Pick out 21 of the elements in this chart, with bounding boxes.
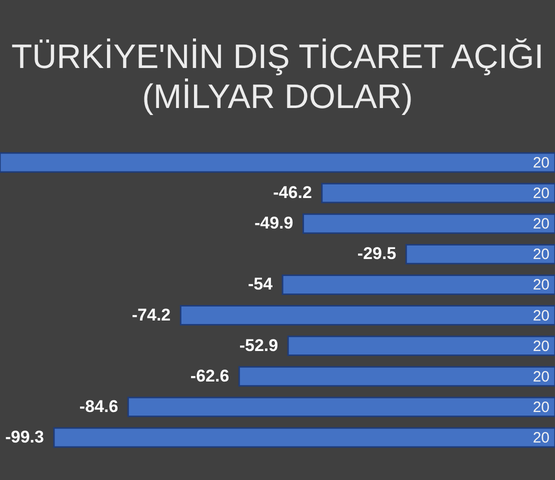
y-tick-label: 20 xyxy=(532,246,550,264)
y-tick-label: 20 xyxy=(532,216,550,233)
data-label: -49.9 xyxy=(254,214,294,233)
data-label: -29.5 xyxy=(357,244,396,264)
y-tick-label: 20 xyxy=(532,368,550,386)
data-label: -74.2 xyxy=(132,305,171,324)
data-label: -52.9 xyxy=(239,336,278,355)
y-tick-label: 20 xyxy=(532,398,550,416)
data-label: -84.6 xyxy=(79,396,118,416)
data-label: -62.6 xyxy=(190,366,230,386)
y-tick-label: 20 xyxy=(532,154,550,172)
y-tick-label: 20 xyxy=(532,185,550,202)
y-tick-label: 20 xyxy=(532,338,550,355)
data-label: -99.3 xyxy=(5,427,44,446)
y-tick-label: 20 xyxy=(532,307,550,324)
data-label: -54 xyxy=(248,274,274,294)
data-label: -46.2 xyxy=(273,183,312,202)
y-tick-label: 20 xyxy=(532,429,550,446)
y-tick-label: 20 xyxy=(532,276,550,294)
chart-subtitle: (MİLYAR DOLAR) xyxy=(142,78,413,116)
chart-title: TÜRKİYE'NİN DIŞ TİCARET AÇIĞI xyxy=(11,38,544,76)
